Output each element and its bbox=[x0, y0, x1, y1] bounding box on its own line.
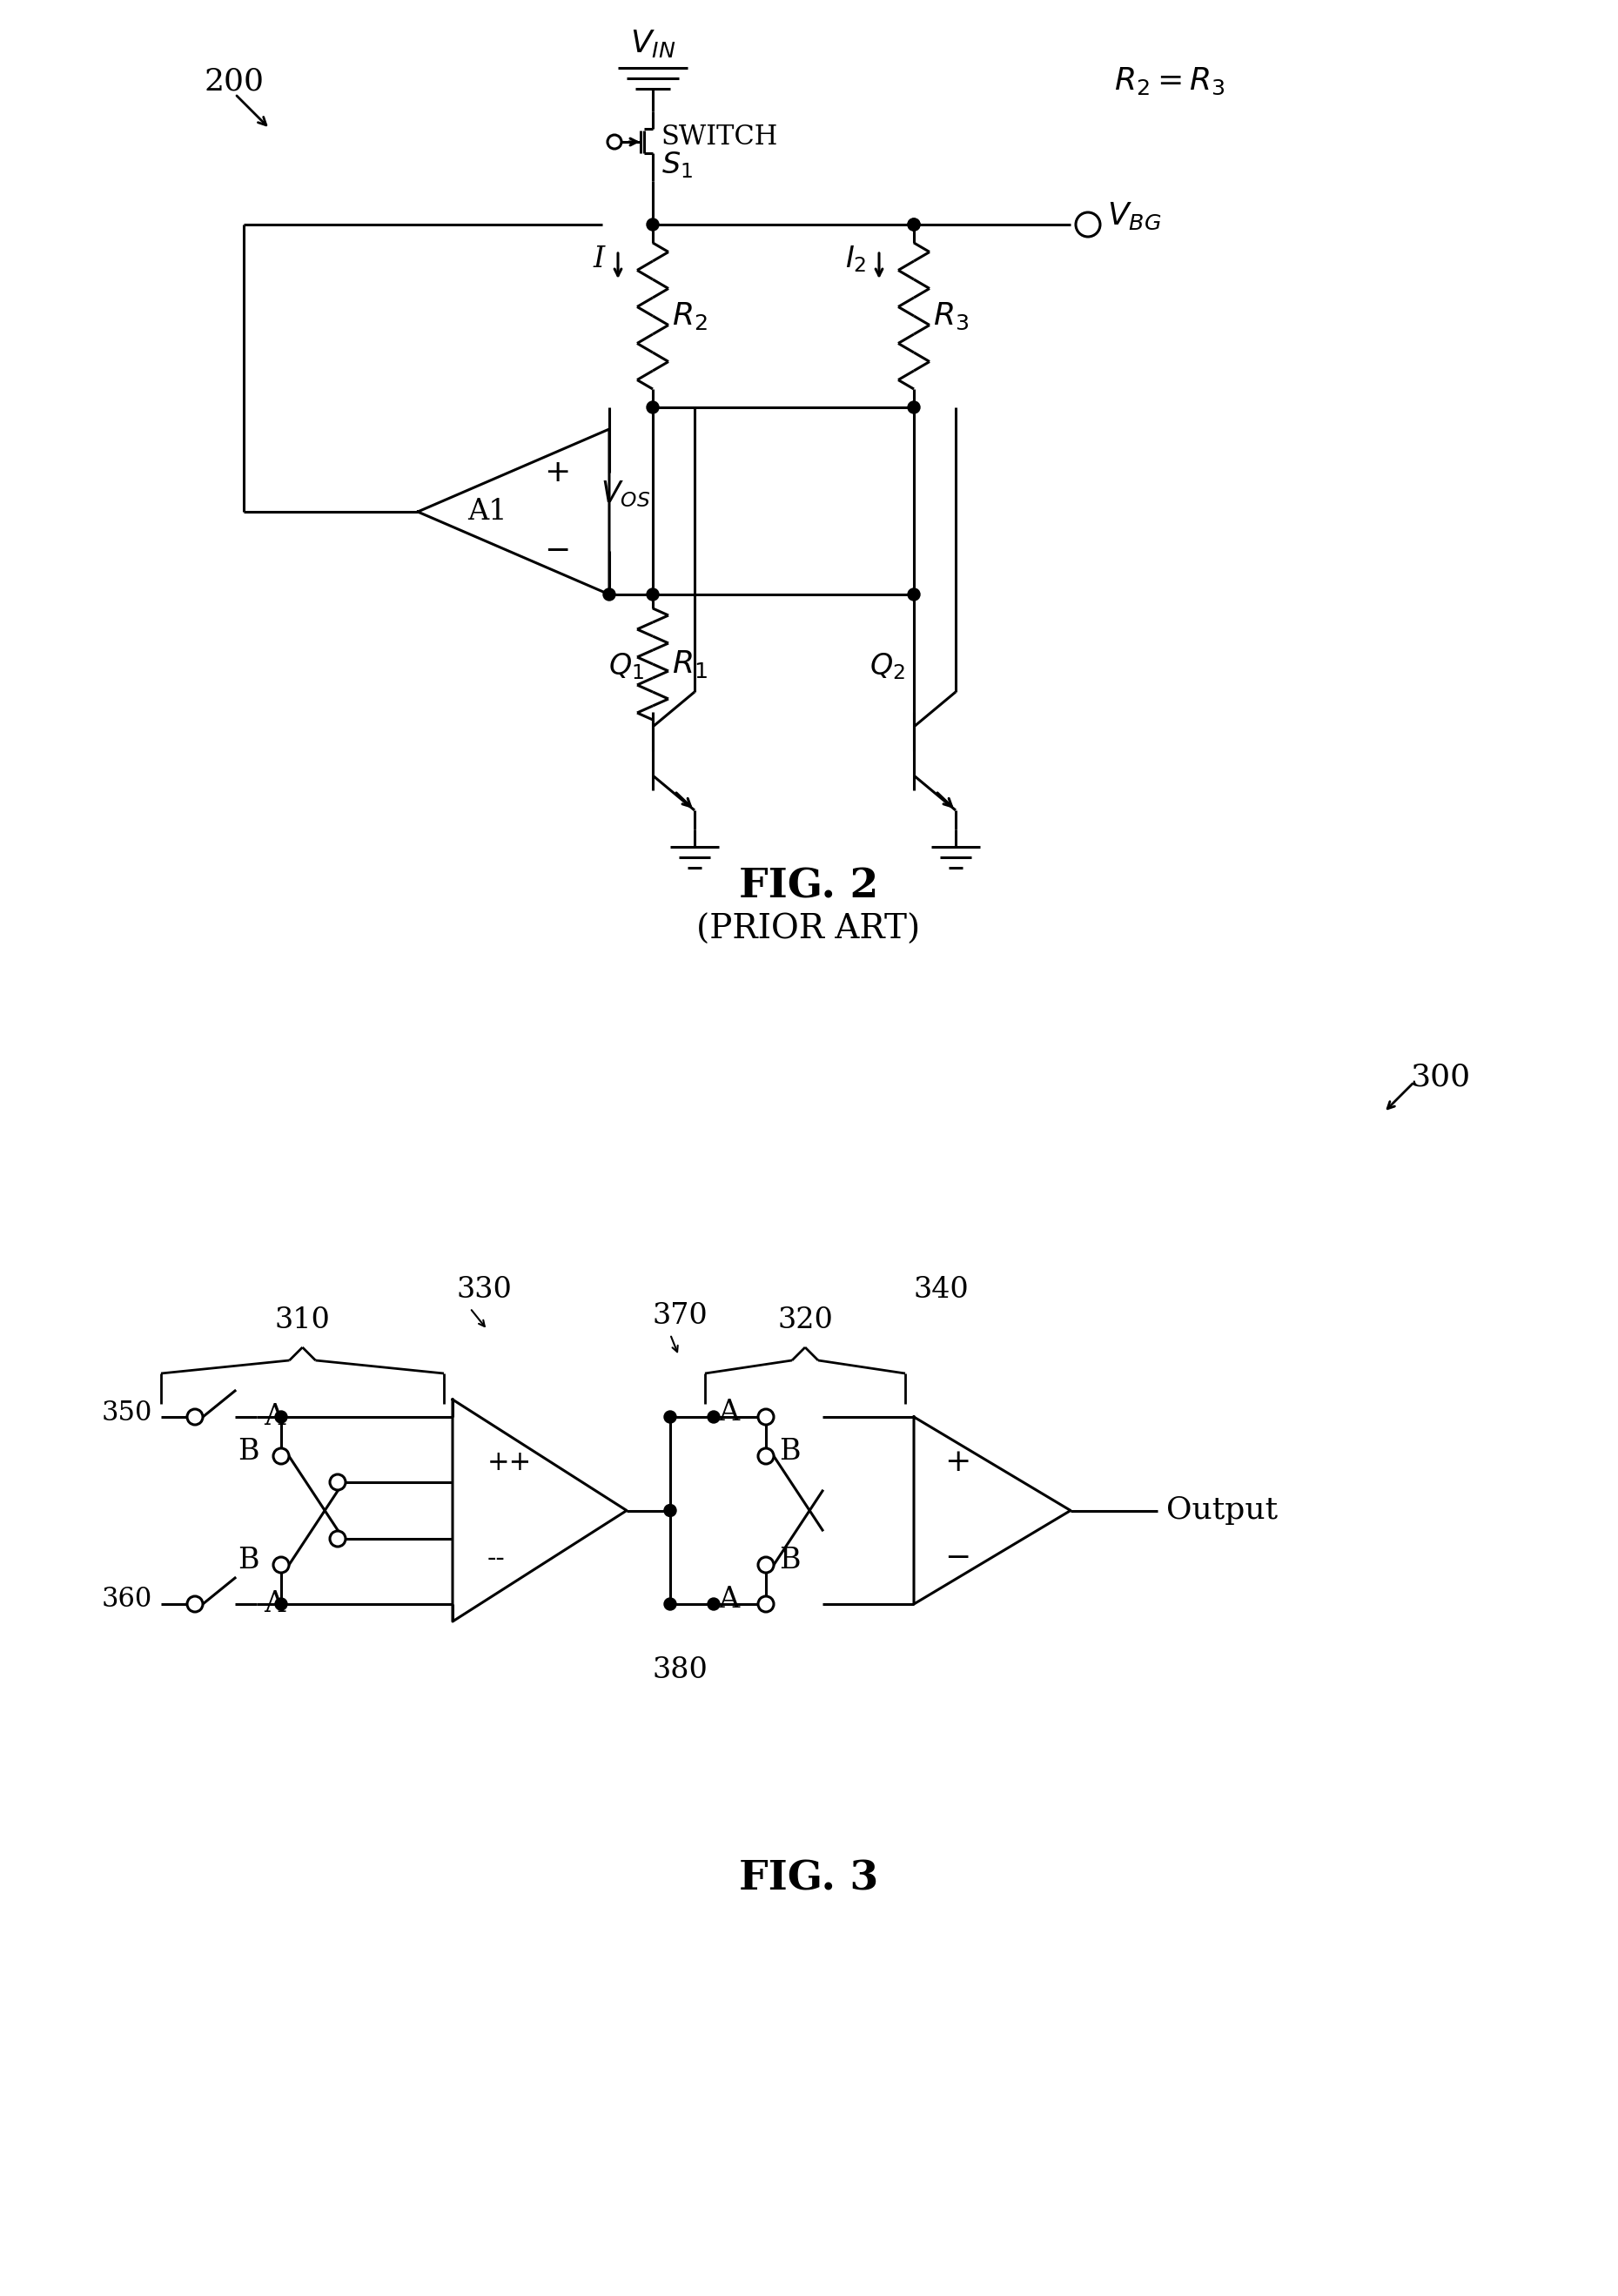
Text: $S_1$: $S_1$ bbox=[662, 149, 693, 181]
Text: FIG. 2: FIG. 2 bbox=[739, 866, 879, 907]
Text: A: A bbox=[718, 1587, 739, 1614]
Text: −: − bbox=[945, 1543, 971, 1573]
Text: $Q_2$: $Q_2$ bbox=[869, 652, 904, 682]
Circle shape bbox=[188, 1410, 202, 1426]
Text: A: A bbox=[264, 1591, 285, 1619]
Text: B: B bbox=[238, 1548, 259, 1575]
Text: $R_1$: $R_1$ bbox=[671, 647, 707, 680]
Circle shape bbox=[908, 218, 921, 230]
Text: $R_2$: $R_2$ bbox=[671, 301, 707, 331]
Text: $I_2$: $I_2$ bbox=[845, 243, 866, 276]
Text: $R_2=R_3$: $R_2=R_3$ bbox=[1115, 67, 1225, 96]
Text: 300: 300 bbox=[1409, 1063, 1471, 1093]
Circle shape bbox=[607, 135, 621, 149]
Circle shape bbox=[908, 588, 921, 602]
Text: B: B bbox=[778, 1437, 801, 1465]
Text: ++: ++ bbox=[487, 1449, 532, 1476]
Circle shape bbox=[663, 1598, 676, 1609]
Circle shape bbox=[908, 402, 921, 413]
Text: B: B bbox=[238, 1437, 259, 1465]
Circle shape bbox=[647, 402, 659, 413]
Circle shape bbox=[663, 1504, 676, 1518]
Text: 340: 340 bbox=[914, 1277, 969, 1304]
Text: SWITCH: SWITCH bbox=[662, 124, 778, 152]
Circle shape bbox=[663, 1410, 676, 1424]
Circle shape bbox=[330, 1474, 346, 1490]
Text: I: I bbox=[594, 246, 605, 273]
Text: +: + bbox=[544, 457, 570, 487]
Text: $Q_1$: $Q_1$ bbox=[608, 652, 644, 682]
Circle shape bbox=[707, 1598, 720, 1609]
Circle shape bbox=[188, 1596, 202, 1612]
Circle shape bbox=[273, 1449, 290, 1465]
Text: 310: 310 bbox=[275, 1306, 330, 1334]
Circle shape bbox=[759, 1557, 773, 1573]
Text: A: A bbox=[718, 1398, 739, 1426]
Text: B: B bbox=[778, 1548, 801, 1575]
Circle shape bbox=[908, 218, 921, 230]
Circle shape bbox=[275, 1598, 288, 1609]
Circle shape bbox=[707, 1410, 720, 1424]
Text: $V_{BG}$: $V_{BG}$ bbox=[1107, 200, 1162, 232]
Circle shape bbox=[759, 1596, 773, 1612]
Text: $V_{OS}$: $V_{OS}$ bbox=[600, 480, 650, 510]
Circle shape bbox=[273, 1557, 290, 1573]
Text: Output: Output bbox=[1167, 1495, 1278, 1525]
Text: FIG. 3: FIG. 3 bbox=[739, 1857, 879, 1899]
Text: --: -- bbox=[487, 1545, 505, 1573]
Text: $V_{IN}$: $V_{IN}$ bbox=[629, 28, 676, 60]
Circle shape bbox=[759, 1449, 773, 1465]
Text: 360: 360 bbox=[102, 1587, 152, 1614]
Circle shape bbox=[330, 1531, 346, 1548]
Text: 320: 320 bbox=[777, 1306, 833, 1334]
Circle shape bbox=[275, 1410, 288, 1424]
Text: A1: A1 bbox=[468, 498, 506, 526]
Circle shape bbox=[1076, 211, 1100, 236]
Circle shape bbox=[647, 218, 659, 230]
Text: 200: 200 bbox=[204, 67, 265, 96]
Text: 380: 380 bbox=[652, 1655, 709, 1685]
Text: −: − bbox=[544, 537, 570, 565]
Text: A: A bbox=[264, 1403, 285, 1430]
Circle shape bbox=[604, 588, 615, 602]
Text: +: + bbox=[945, 1449, 971, 1476]
Circle shape bbox=[759, 1410, 773, 1426]
Text: $R_3$: $R_3$ bbox=[934, 301, 969, 331]
Text: (PRIOR ART): (PRIOR ART) bbox=[697, 914, 921, 946]
Text: 330: 330 bbox=[456, 1277, 513, 1304]
Text: 350: 350 bbox=[102, 1398, 152, 1426]
Text: 370: 370 bbox=[652, 1302, 709, 1329]
Circle shape bbox=[647, 588, 659, 602]
